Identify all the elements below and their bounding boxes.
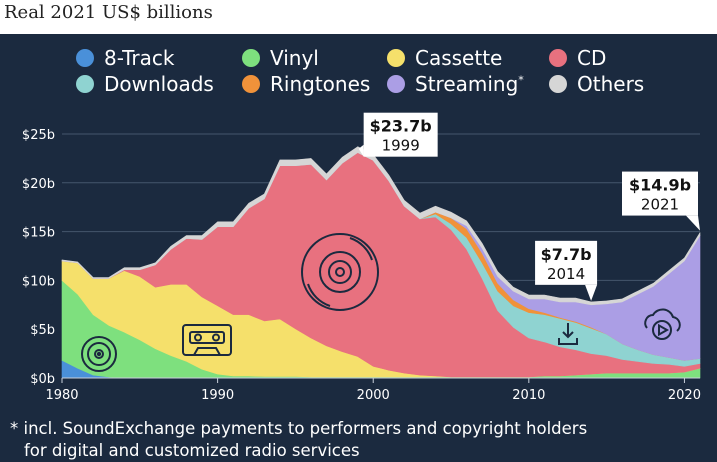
area-others: [61, 146, 701, 306]
annotation-box: [363, 112, 438, 157]
annotation-value: $14.9b: [629, 176, 691, 195]
legend-swatch-8-track: [76, 49, 94, 67]
legend-item-downloads[interactable]: Downloads: [76, 72, 214, 96]
footnote-marker: *: [518, 73, 524, 87]
x-tick-label: 2020: [668, 388, 701, 403]
annotation-year: 2021: [641, 196, 679, 214]
legend-swatch-cd: [549, 49, 567, 67]
legend-label-8-track: 8-Track: [104, 46, 175, 70]
legend-swatch-downloads: [76, 75, 94, 93]
legend-swatch-others: [549, 75, 567, 93]
legend-swatch-streaming: [387, 75, 405, 93]
annotation-pointer: [686, 215, 700, 231]
legend-swatch-vinyl: [242, 49, 260, 67]
y-tick-label: $0b: [30, 372, 55, 387]
legend-label-downloads: Downloads: [104, 72, 214, 96]
legend-item-ringtones[interactable]: Ringtones: [242, 72, 370, 96]
cassette-icon: [182, 324, 232, 356]
legend-swatch-cassette: [387, 49, 405, 67]
y-tick-label: $10b: [22, 274, 55, 289]
legend-item-cassette[interactable]: Cassette: [387, 46, 502, 70]
annotation-year: 2014: [547, 265, 585, 283]
legend-swatch-ringtones: [242, 75, 260, 93]
footnote: * incl. SoundExchange payments to perfor…: [10, 418, 587, 462]
x-tick-label: 2000: [357, 388, 390, 403]
annotation-value: $7.7b: [541, 245, 592, 264]
legend-label-vinyl: Vinyl: [270, 46, 319, 70]
legend-label-cassette: Cassette: [415, 46, 503, 70]
legend-item-cd[interactable]: CD: [549, 46, 606, 70]
legend-item-streaming[interactable]: Streaming*: [387, 72, 524, 96]
annotation-box: [535, 240, 598, 285]
download-icon: [558, 323, 578, 345]
y-tick-label: $15b: [22, 226, 55, 241]
x-tick-label: 1980: [45, 388, 78, 403]
footnote-line-2: for digital and customized radio service…: [24, 441, 360, 460]
x-tick-label: 2010: [512, 388, 545, 403]
cd-disc-icon: [301, 233, 379, 311]
annotation-box: [622, 171, 698, 216]
chart-panel: 8-Track Vinyl Cassette CD Downloads Ring…: [0, 34, 717, 462]
footnote-line-1: * incl. SoundExchange payments to perfor…: [10, 419, 588, 438]
legend-label-cd: CD: [577, 46, 607, 70]
streaming-cloud-icon: [644, 308, 681, 340]
legend-label-others: Others: [577, 72, 645, 96]
annotation-value: $23.7b: [370, 117, 432, 136]
annotation-pointer: [358, 144, 364, 157]
x-tick-label: 1990: [201, 388, 234, 403]
legend-item-8-track[interactable]: 8-Track: [76, 46, 174, 70]
area-chart: $0b $5b $10b $15b $20b $25b 1980 1990 2000 2010 20…: [22, 112, 701, 403]
chart-subtitle: Real 2021 US$ billions: [4, 2, 213, 23]
annotation-pointer: [585, 284, 598, 301]
legend-item-others[interactable]: Others: [549, 72, 644, 96]
vinyl-record-icon: [81, 336, 117, 372]
legend-item-vinyl[interactable]: Vinyl: [242, 46, 319, 70]
y-tick-label: $25b: [22, 128, 55, 143]
annotation-year: 1999: [382, 137, 420, 155]
y-tick-label: $5b: [30, 323, 55, 338]
legend-label-streaming: Streaming*: [415, 72, 524, 96]
legend-label-ringtones: Ringtones: [270, 72, 371, 96]
y-tick-label: $20b: [22, 177, 55, 192]
